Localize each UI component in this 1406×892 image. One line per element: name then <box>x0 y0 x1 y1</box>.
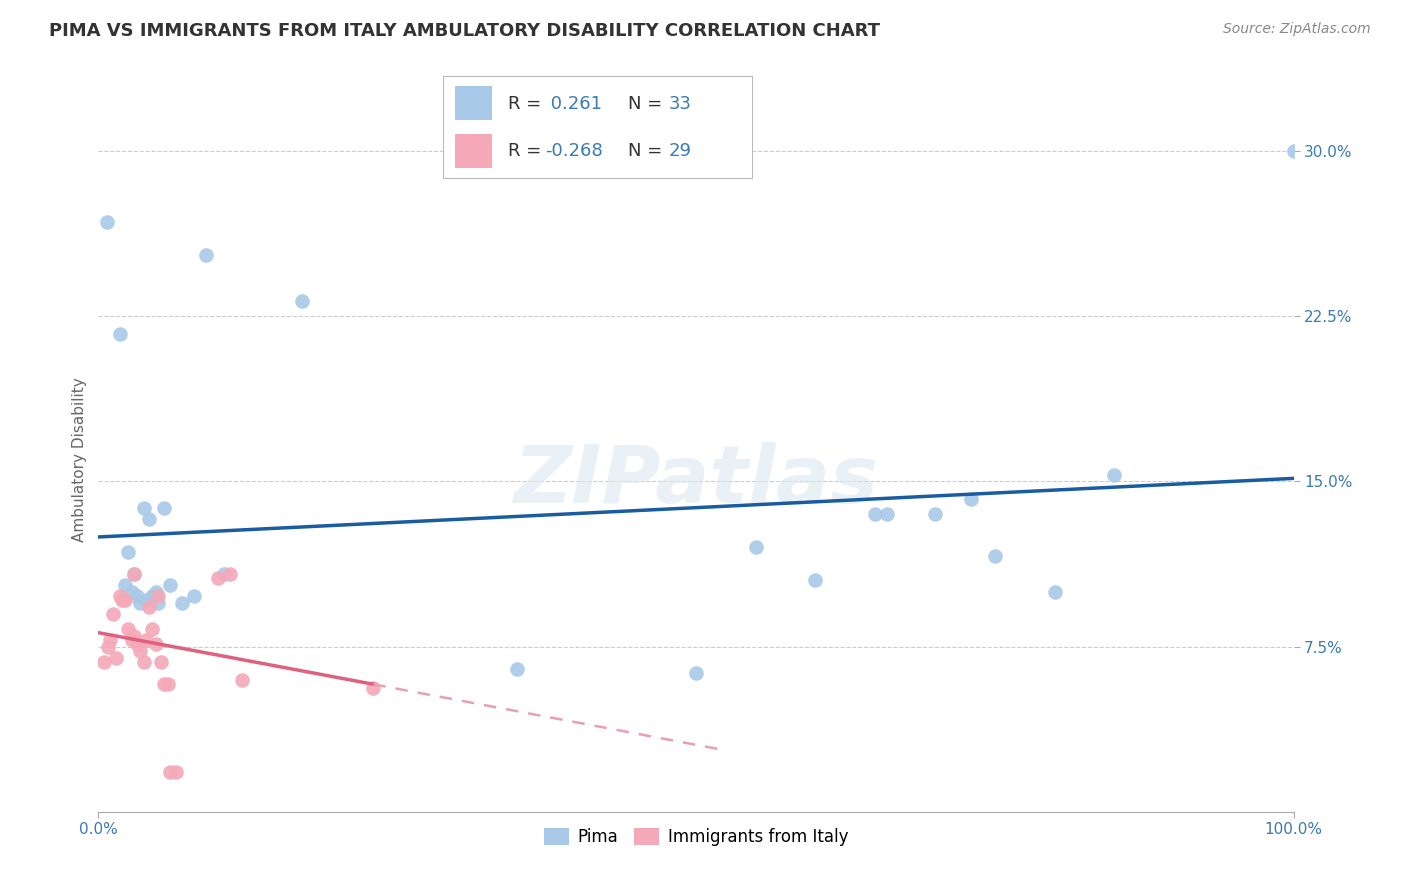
Point <box>129 644 152 658</box>
Point <box>114 578 136 592</box>
Point <box>121 584 143 599</box>
Point <box>1104 467 1126 482</box>
Point <box>960 491 983 506</box>
Point <box>117 545 139 559</box>
Text: ZIPatlas: ZIPatlas <box>513 442 879 519</box>
Point <box>135 632 157 647</box>
Point <box>1282 144 1305 158</box>
Point <box>93 655 115 669</box>
Point <box>506 662 529 676</box>
Point <box>101 607 124 621</box>
Point <box>135 593 157 607</box>
Text: N =: N = <box>628 95 668 112</box>
Point <box>148 595 170 609</box>
Point <box>172 595 194 609</box>
Point <box>165 765 187 780</box>
Point <box>207 571 229 585</box>
Point <box>96 214 118 228</box>
Point <box>138 512 160 526</box>
Point <box>876 508 898 522</box>
Point <box>984 549 1007 564</box>
Bar <box>456 87 492 120</box>
Point <box>129 595 152 609</box>
Bar <box>456 135 492 168</box>
Y-axis label: Ambulatory Disability: Ambulatory Disability <box>72 377 87 541</box>
Point <box>108 326 131 341</box>
Point <box>156 677 179 691</box>
Point <box>141 589 163 603</box>
Point <box>685 665 707 680</box>
Point <box>124 566 146 581</box>
Text: PIMA VS IMMIGRANTS FROM ITALY AMBULATORY DISABILITY CORRELATION CHART: PIMA VS IMMIGRANTS FROM ITALY AMBULATORY… <box>49 22 880 40</box>
Point <box>153 500 176 515</box>
Legend: Pima, Immigrants from Italy: Pima, Immigrants from Italy <box>537 822 855 853</box>
Point <box>865 508 887 522</box>
Point <box>212 566 235 581</box>
Text: R =: R = <box>508 142 547 160</box>
Point <box>138 599 160 614</box>
Point <box>1043 584 1066 599</box>
Point <box>924 508 946 522</box>
Point <box>121 632 143 647</box>
Point <box>132 655 155 669</box>
Text: N =: N = <box>628 142 668 160</box>
Point <box>124 566 146 581</box>
Text: Source: ZipAtlas.com: Source: ZipAtlas.com <box>1223 22 1371 37</box>
Point <box>153 677 176 691</box>
Point <box>114 593 136 607</box>
Point <box>125 589 148 603</box>
Point <box>125 637 148 651</box>
Point <box>132 500 155 515</box>
Text: 29: 29 <box>669 142 692 160</box>
Point <box>97 640 120 654</box>
Point <box>105 650 128 665</box>
Point <box>159 765 181 780</box>
Point <box>159 578 181 592</box>
Text: 0.261: 0.261 <box>546 95 602 112</box>
Point <box>183 589 205 603</box>
Point <box>98 632 122 647</box>
Text: 33: 33 <box>669 95 692 112</box>
Point <box>148 589 170 603</box>
Point <box>745 541 768 555</box>
Point <box>804 574 827 588</box>
Point <box>141 622 163 636</box>
Text: -0.268: -0.268 <box>546 142 603 160</box>
Point <box>149 655 172 669</box>
Point <box>108 589 131 603</box>
Point <box>363 681 385 696</box>
Point <box>195 247 218 261</box>
Point <box>111 593 134 607</box>
Point <box>145 584 167 599</box>
Point <box>117 622 139 636</box>
Point <box>145 637 167 651</box>
Point <box>291 293 314 308</box>
Point <box>231 673 253 687</box>
Point <box>124 628 146 642</box>
Text: R =: R = <box>508 95 547 112</box>
Point <box>219 566 242 581</box>
